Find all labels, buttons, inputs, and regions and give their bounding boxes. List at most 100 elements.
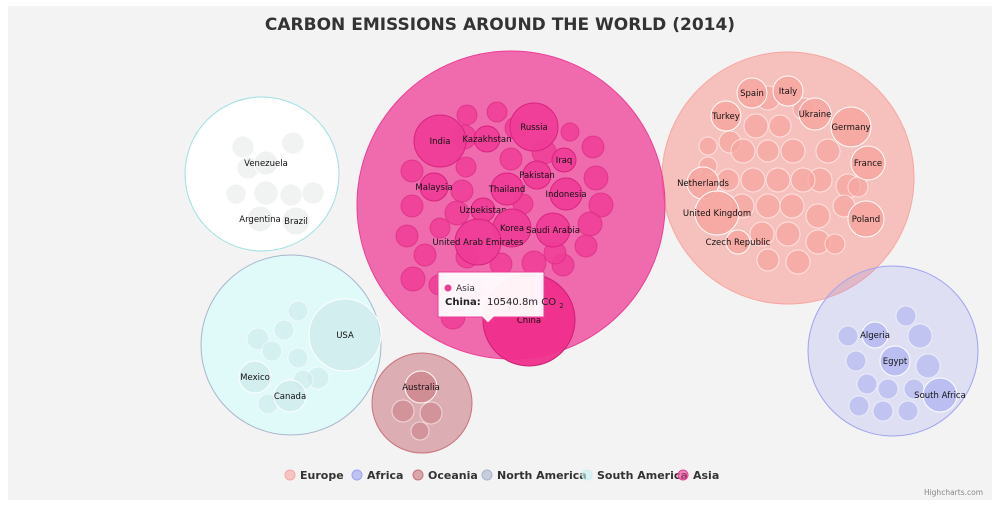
bubble-point-asia-18[interactable] xyxy=(521,250,547,276)
bubble-point-africa-2[interactable] xyxy=(845,350,867,372)
bubble-mexico[interactable] xyxy=(238,360,272,394)
bubble-point-europe-28[interactable] xyxy=(698,136,718,156)
bubble-point-asia-21[interactable] xyxy=(400,266,426,292)
bubble-saudi-arabia[interactable] xyxy=(535,212,571,248)
bubble-canada[interactable] xyxy=(273,379,307,413)
bubble-point-asia-14[interactable] xyxy=(577,211,603,237)
bubble-spain[interactable] xyxy=(736,77,768,109)
bubble-kazakhstan[interactable] xyxy=(473,125,501,153)
bubble-australia[interactable] xyxy=(404,370,438,404)
bubble-point-europe-8[interactable] xyxy=(730,138,756,164)
bubble-point-south-america-6[interactable] xyxy=(225,183,247,205)
bubble-south-africa[interactable] xyxy=(922,377,958,413)
bubble-point-asia-27[interactable] xyxy=(450,179,474,203)
bubble-point-north-america-4[interactable] xyxy=(261,340,283,362)
bubble-point-asia-5[interactable] xyxy=(400,159,424,183)
bubble-ukraine[interactable] xyxy=(798,97,832,131)
bubble-venezuela[interactable] xyxy=(253,150,279,176)
bubble-point-europe-13[interactable] xyxy=(740,167,766,193)
bubble-point-europe-10[interactable] xyxy=(780,138,806,164)
bubble-point-south-america-5[interactable] xyxy=(301,181,325,205)
bubble-point-asia-29[interactable] xyxy=(429,217,451,239)
bubble-point-asia-2[interactable] xyxy=(486,101,508,123)
bubble-point-africa-7[interactable] xyxy=(872,400,894,422)
bubble-point-europe-4[interactable] xyxy=(743,113,769,139)
bubble-brazil[interactable] xyxy=(281,206,311,236)
bubble-point-north-america-3[interactable] xyxy=(287,300,309,322)
bubble-point-africa-9[interactable] xyxy=(837,325,859,347)
bubble-india[interactable] xyxy=(413,114,467,168)
bubble-label-russia: Russia xyxy=(520,123,547,133)
bubble-point-africa-6[interactable] xyxy=(848,395,870,417)
bubble-point-south-america-3[interactable] xyxy=(253,180,279,206)
bubble-point-north-america-5[interactable] xyxy=(287,347,309,369)
bubble-point-africa-3[interactable] xyxy=(856,373,878,395)
bubble-point-europe-23[interactable] xyxy=(775,221,801,247)
bubble-point-asia-3[interactable] xyxy=(560,122,580,142)
bubble-point-asia-13[interactable] xyxy=(395,224,419,248)
bubble-point-oceania-3[interactable] xyxy=(410,421,430,441)
bubble-point-south-america-2[interactable] xyxy=(231,135,255,159)
bubble-italy[interactable] xyxy=(772,75,804,107)
bubble-indonesia[interactable] xyxy=(549,177,583,211)
bubble-point-africa-11[interactable] xyxy=(915,353,941,379)
bubble-poland[interactable] xyxy=(847,200,885,238)
bubble-point-north-america-2[interactable] xyxy=(246,327,270,351)
bubble-point-north-america-1[interactable] xyxy=(273,319,295,341)
bubble-czech-republic[interactable] xyxy=(725,229,751,255)
credits-link[interactable]: Highcharts.com xyxy=(924,488,983,497)
legend-label-europe: Europe xyxy=(300,469,344,482)
bubble-point-africa-10[interactable] xyxy=(907,323,933,349)
series-group-oceania: Australia xyxy=(371,352,473,454)
bubble-point-europe-15[interactable] xyxy=(790,167,816,193)
bubble-point-africa-8[interactable] xyxy=(897,400,919,422)
bubble-point-oceania-2[interactable] xyxy=(419,401,443,425)
bubble-point-asia-7[interactable] xyxy=(499,147,523,171)
bubble-point-south-america-4[interactable] xyxy=(279,183,303,207)
bubble-point-europe-5[interactable] xyxy=(768,114,792,138)
bubble-russia[interactable] xyxy=(509,102,559,152)
bubble-point-asia-9[interactable] xyxy=(400,194,424,218)
legend-item-north-america[interactable]: North America xyxy=(481,469,587,482)
bubble-thailand[interactable] xyxy=(490,172,524,206)
bubble-point-europe-25[interactable] xyxy=(785,249,811,275)
bubble-point-europe-14[interactable] xyxy=(765,167,791,193)
bubble-france[interactable] xyxy=(850,145,886,181)
bubble-turkey[interactable] xyxy=(710,100,742,132)
bubble-point-asia-6[interactable] xyxy=(455,156,477,178)
bubble-point-asia-4[interactable] xyxy=(581,135,605,159)
bubble-point-south-america-1[interactable] xyxy=(281,131,305,155)
bubble-point-asia-1[interactable] xyxy=(456,104,478,126)
legend-item-south-america[interactable]: South America xyxy=(581,469,688,482)
bubble-usa[interactable] xyxy=(308,298,382,372)
bubble-point-europe-26[interactable] xyxy=(756,248,780,272)
legend-item-europe[interactable]: Europe xyxy=(284,469,344,482)
bubble-algeria[interactable] xyxy=(861,321,889,349)
bubble-point-europe-19[interactable] xyxy=(779,193,805,219)
legend-item-asia[interactable]: Asia xyxy=(677,469,719,482)
bubble-point-europe-9[interactable] xyxy=(756,139,780,163)
bubble-point-europe-18[interactable] xyxy=(755,193,781,219)
bubble-argentina[interactable] xyxy=(246,205,274,233)
bubble-point-asia-8[interactable] xyxy=(583,165,609,191)
bubble-iraq[interactable] xyxy=(551,147,577,173)
bubble-point-africa-4[interactable] xyxy=(877,378,899,400)
bubble-point-asia-12[interactable] xyxy=(588,192,614,218)
legend-item-oceania[interactable]: Oceania xyxy=(412,469,478,482)
bubble-point-europe-22[interactable] xyxy=(749,221,775,247)
bubble-point-asia-20[interactable] xyxy=(574,234,598,258)
bubble-point-europe-20[interactable] xyxy=(805,203,831,229)
bubble-point-asia-15[interactable] xyxy=(413,243,437,267)
bubble-point-africa-1[interactable] xyxy=(895,305,917,327)
bubble-united-arab-emirates[interactable] xyxy=(454,218,502,266)
bubble-pakistan[interactable] xyxy=(522,160,552,190)
bubble-malaysia[interactable] xyxy=(419,172,449,202)
bubble-egypt[interactable] xyxy=(879,345,911,377)
legend-marker-south-america xyxy=(581,469,593,481)
legend-item-africa[interactable]: Africa xyxy=(351,469,403,482)
bubble-point-europe-6[interactable] xyxy=(815,138,841,164)
bubble-united-kingdom[interactable] xyxy=(694,190,740,236)
bubble-germany[interactable] xyxy=(830,106,872,148)
bubble-point-oceania-1[interactable] xyxy=(391,399,415,423)
bubble-point-europe-27[interactable] xyxy=(824,233,846,255)
